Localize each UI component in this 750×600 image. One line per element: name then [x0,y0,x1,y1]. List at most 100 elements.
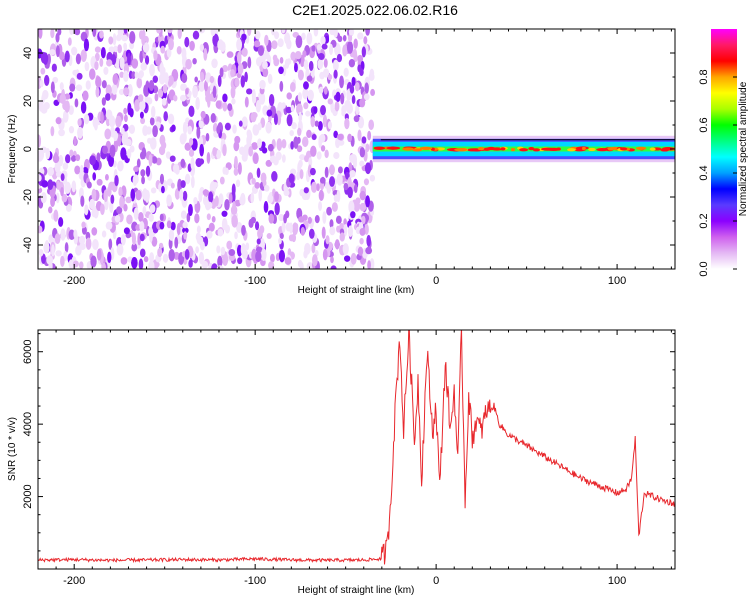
snr-y-axis-label: SNR (10 * v/v) [7,417,18,481]
heatmap-noise-cell [337,166,343,174]
heatmap-noise-cell [294,62,298,73]
heatmap-noise-cell [113,130,118,142]
heatmap-noise-cell [69,149,74,157]
heatmap-noise-cell [343,223,348,237]
heatmap-band-peak [491,147,503,151]
heatmap-noise-cell [297,127,302,137]
heatmap-noise-cell [198,158,205,165]
heatmap-noise-cell [89,155,96,166]
heatmap-noise-cell [55,45,60,58]
heatmap-noise-cell [55,192,60,204]
heatmap-noise-cell [347,33,353,43]
heatmap-noise-cell [236,38,243,51]
heatmap-noise-cell [74,29,81,36]
heatmap-noise-cell [184,142,192,151]
heatmap-noise-cell [303,187,309,194]
heatmap-noise-cell [64,181,71,194]
heatmap-noise-cell [80,101,87,114]
heatmap-noise-cell [267,73,273,85]
heatmap-noise-cell [354,81,360,92]
heatmap-noise-cell [167,29,173,34]
chart-title: C2E1.2025.022.06.02.R16 [292,2,458,18]
heatmap-noise-cell [141,176,145,185]
heatmap-noise-cell [167,113,175,125]
y-tick-label: -40 [22,237,34,253]
heatmap-noise-cell [318,189,324,202]
heatmap-noise-cell [38,174,42,182]
heatmap-noise-cell [200,71,205,82]
heatmap-noise-cell [231,98,236,105]
heatmap-noise-cell [319,71,325,80]
heatmap-noise-cell [211,58,218,69]
heatmap-noise-cell [96,152,101,162]
heatmap-noise-cell [40,67,46,75]
heatmap-noise-cell [341,105,347,115]
heatmap-noise-cell [281,29,286,34]
heatmap-noise-cell [91,227,98,236]
heatmap-noise-cell [357,32,364,40]
heatmap-noise-cell [194,76,198,83]
heatmap-noise-cell [254,181,261,189]
heatmap-noise-cell [117,29,124,37]
heatmap-noise-cell [131,71,136,80]
heatmap-noise-cell [281,221,286,233]
heatmap-noise-cell [73,229,78,239]
heatmap-noise-cell [153,50,158,61]
heatmap-noise-cell [47,179,54,191]
heatmap-noise-cell [40,192,47,204]
heatmap-noise-cell [303,102,309,110]
heatmap-noise-cell [116,243,124,256]
heatmap-noise-cell [251,112,258,119]
heatmap-noise-cell [318,86,324,94]
heatmap-noise-cell [192,85,198,98]
heatmap-noise-cell [150,187,157,194]
heatmap-noise-cell [246,88,253,95]
heatmap-noise-cell [327,121,333,130]
heatmap-noise-cell [334,101,340,112]
heatmap-noise-cell [348,200,355,214]
heatmap-noise-cell [363,93,370,101]
heatmap-noise-cell [313,29,319,37]
heatmap-noise-cell [157,247,163,258]
heatmap-noise-cell [38,225,43,234]
heatmap-noise-cell [150,105,156,118]
heatmap-noise-cell [309,167,316,176]
heatmap-noise-cell [267,143,274,152]
heatmap-noise-cell [238,146,246,156]
heatmap-noise-cell [73,136,77,147]
heatmap-noise-cell [329,43,334,56]
heatmap-noise-cell [271,40,278,50]
heatmap-noise-cell [206,213,211,221]
heatmap-noise-cell [232,124,237,134]
x-tick-label: -200 [63,275,85,287]
heatmap-noise-cell [255,250,262,263]
heatmap-noise-cell [94,46,101,53]
heatmap-noise-cell [268,94,275,107]
heatmap-noise-cell [369,174,376,182]
heatmap-noise-cell [102,145,108,155]
heatmap-noise-cell [261,147,268,154]
heatmap-noise-cell [359,68,364,76]
heatmap-noise-cell [135,189,142,201]
heatmap-noise-cell [123,227,130,235]
heatmap-noise-cell [64,100,70,113]
heatmap-noise-cell [351,95,356,105]
heatmap-band-peak [477,146,485,151]
heatmap-noise-cell [318,201,323,211]
heatmap-noise-cell [361,136,367,144]
y-tick-label: 20 [22,95,34,107]
heatmap-noise-cell [139,50,144,63]
heatmap-noise-cell [101,230,107,238]
heatmap-noise-cell [361,46,366,58]
heatmap-noise-cell [275,151,282,161]
heatmap-noise-cell [239,195,246,206]
heatmap-noise-cell [347,225,353,238]
heatmap-noise-cell [132,174,139,185]
heatmap-noise-cell [260,141,266,149]
heatmap-noise-cell [251,142,258,150]
heatmap-noise-cell [123,107,128,115]
heatmap-noise-cell [246,29,252,36]
heatmap-noise-cell [145,126,152,135]
heatmap-noise-cell [222,101,228,112]
heatmap-noise-cell [140,62,148,71]
